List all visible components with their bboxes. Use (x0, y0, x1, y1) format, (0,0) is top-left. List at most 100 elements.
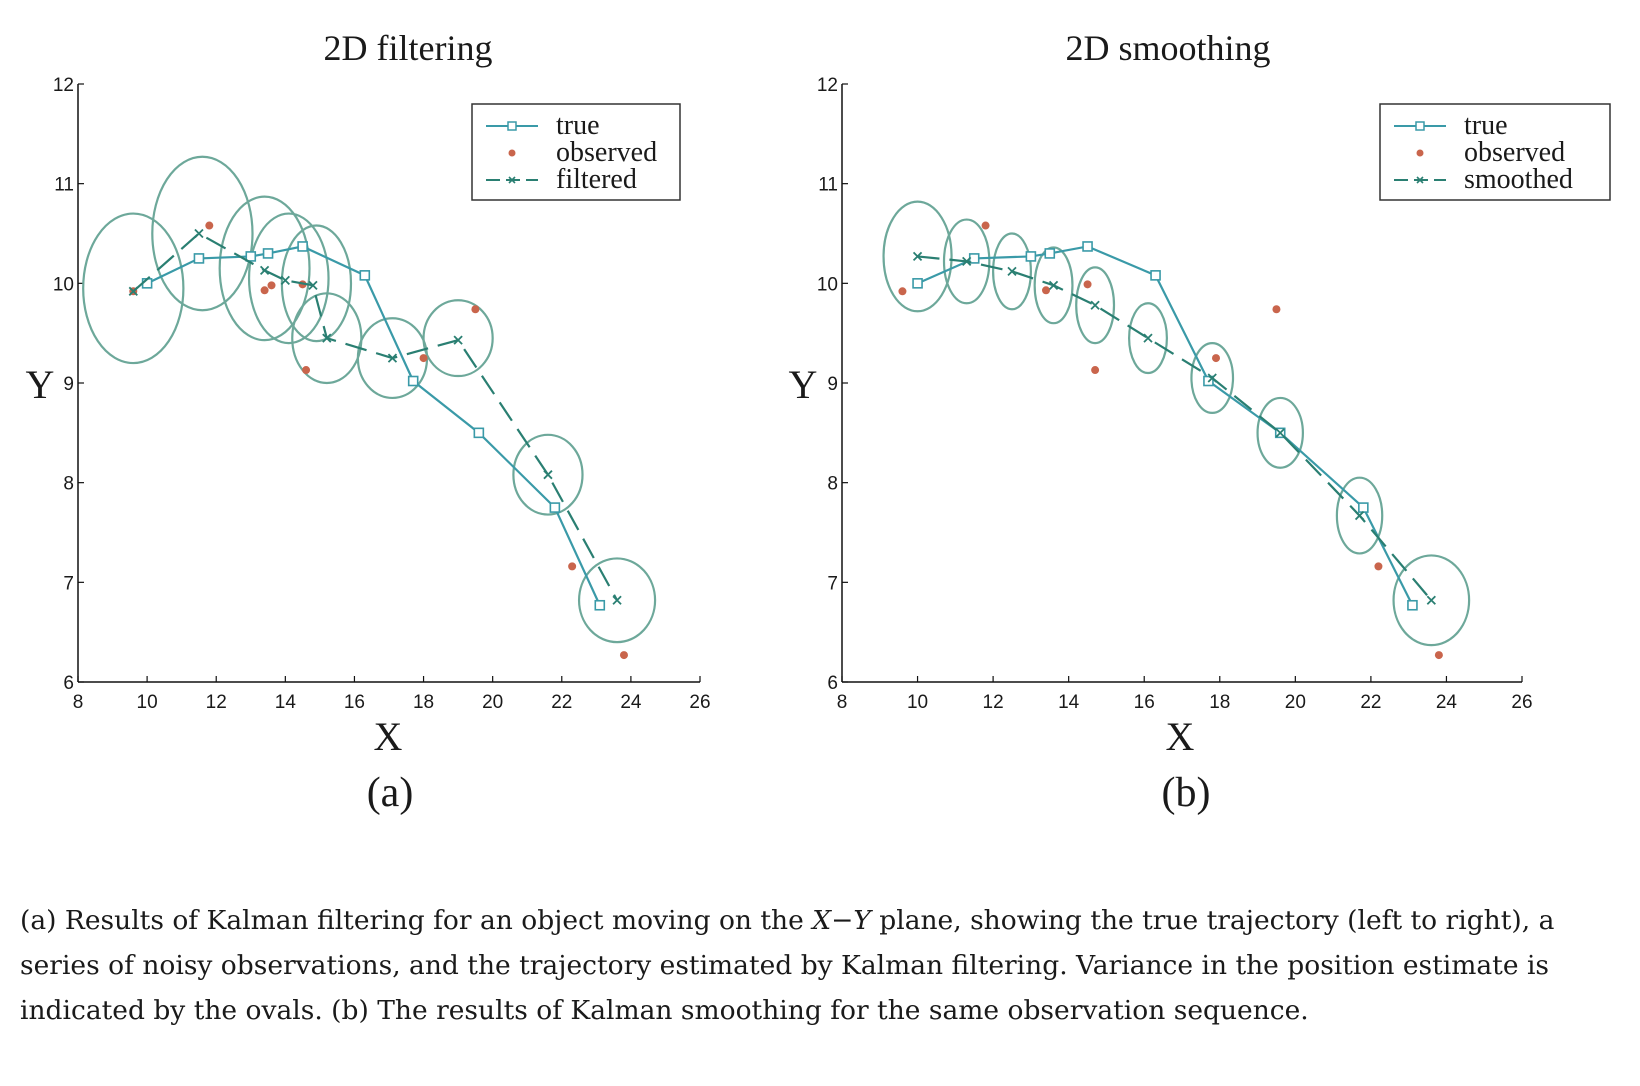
x-marker-stroke (1426, 595, 1436, 605)
legend-label-smoothed: smoothed (1464, 164, 1573, 195)
x-marker-stroke (194, 228, 204, 239)
variance-oval (942, 218, 991, 305)
y-tick-label: 10 (817, 274, 838, 295)
legend-label-filtered: filtered (556, 164, 637, 195)
x-marker-stroke (453, 335, 463, 345)
y-tick-label: 7 (827, 573, 838, 594)
x-tick-label: 10 (907, 692, 928, 713)
observed-point (1042, 286, 1050, 295)
x-marker-stroke (1275, 428, 1285, 438)
observed-point (302, 366, 311, 375)
x-marker-stroke (962, 256, 972, 267)
filtered-point-marker (308, 280, 318, 290)
series-line-smoothed (917, 255, 1433, 601)
variance-oval (422, 299, 494, 378)
variance-oval (1075, 266, 1116, 345)
variance-oval (218, 195, 311, 342)
chart-panel-b: 2D smoothing 8 10 12 14 16 18 20 22 24 26 6 7 8 9 10 11 1… (789, 28, 1611, 816)
y-tick-label: 8 (827, 474, 838, 495)
smoothed-point-marker (1048, 280, 1059, 290)
x-marker-stroke (387, 353, 398, 363)
y-tick-label: 9 (63, 374, 74, 395)
true-point-marker (912, 278, 923, 289)
filtered-point-marker (543, 470, 553, 480)
x-marker-stroke (1143, 333, 1153, 343)
legend-marker-observed (508, 149, 516, 157)
x-marker-stroke (308, 280, 318, 290)
x-tick-label: 26 (689, 692, 710, 713)
legend-label-observed: observed (1464, 137, 1565, 168)
x-axis-label: X (374, 714, 403, 759)
x-tick-label: 14 (275, 692, 297, 713)
y-tick-label: 11 (818, 175, 838, 196)
true-point-marker (297, 241, 308, 252)
y-tick-label: 7 (63, 573, 74, 594)
observed-point (898, 287, 907, 296)
x-tick-label: 10 (137, 692, 158, 713)
smoothed-point-marker (1426, 595, 1436, 605)
filtered-point-marker (194, 228, 204, 239)
caption-part-2: plane, showing the true trajectory (left… (20, 905, 1555, 1026)
observed-point (1212, 354, 1220, 363)
true-point-marker (1150, 270, 1161, 281)
filtered-point-marker (387, 353, 398, 363)
true-point-marker (1025, 251, 1037, 262)
caption-part-1: (a) Results of Kalman filtering for an o… (20, 905, 813, 936)
legend-marker-filtered (508, 176, 516, 184)
legend-label-true: true (1464, 110, 1508, 141)
x-tick-label: 20 (482, 692, 503, 713)
series-line-filtered (132, 232, 619, 601)
legend-label-true: true (556, 110, 600, 141)
x-axis-label: X (1166, 714, 1195, 759)
variance-oval (1256, 396, 1304, 469)
true-point-marker (1044, 248, 1056, 259)
x-tick-label: 18 (413, 692, 434, 713)
y-axis-label: Y (26, 362, 55, 407)
x-marker-stroke (1090, 300, 1100, 310)
caption-plane-x: X (812, 905, 832, 936)
variance-oval (247, 212, 330, 345)
variance-oval (1392, 554, 1471, 647)
true-point-marker (359, 270, 371, 281)
x-tick-label: 24 (1436, 692, 1458, 713)
y-axis-label: Y (789, 362, 818, 407)
observed-point (419, 354, 428, 363)
x-marker-stroke (322, 333, 332, 343)
filtered-point-marker (280, 275, 290, 285)
observed-point (267, 281, 276, 290)
chart-panel-a: 2D filtering 8 10 12 14 16 18 20 22 24 26 6 7 8 9 10 11 1… (26, 28, 711, 816)
y-tick-label: 10 (53, 274, 74, 295)
x-tick-label: 8 (837, 692, 848, 713)
variance-oval (1033, 246, 1074, 325)
true-point-marker (245, 251, 257, 262)
y-tick-label: 8 (63, 474, 74, 495)
filtered-point-marker (128, 286, 138, 296)
true-point-marker (1358, 502, 1369, 513)
variance-oval (1335, 476, 1384, 555)
x-tick-label: 24 (620, 692, 642, 713)
x-marker-stroke (543, 470, 553, 480)
true-point-marker (262, 248, 274, 259)
x-tick-label: 18 (1209, 692, 1230, 713)
x-marker-stroke (1048, 280, 1059, 290)
x-tick-label: 26 (1511, 692, 1532, 713)
true-point-marker (1082, 241, 1093, 252)
variance-oval (992, 232, 1032, 311)
observed-point (205, 221, 214, 230)
observed-point (1083, 280, 1092, 289)
figure: 2D filtering 8 10 12 14 16 18 20 22 24 26 6 7 8 9 10 11 1… (26, 28, 1611, 816)
legend-marker-smoothed (1416, 176, 1424, 184)
series-line-true (917, 245, 1414, 606)
x-tick-label: 12 (206, 692, 227, 713)
filtered-point-marker (259, 265, 270, 276)
observed-point (471, 305, 480, 314)
smoothed-point-marker (1207, 373, 1217, 383)
caption-plane-y: Y (853, 905, 871, 936)
filtered-point-marker (612, 595, 622, 605)
x-tick-label: 16 (1134, 692, 1155, 713)
x-marker-stroke (280, 275, 290, 285)
smoothed-point-marker (1354, 510, 1365, 521)
legend-marker-true (1415, 121, 1425, 131)
